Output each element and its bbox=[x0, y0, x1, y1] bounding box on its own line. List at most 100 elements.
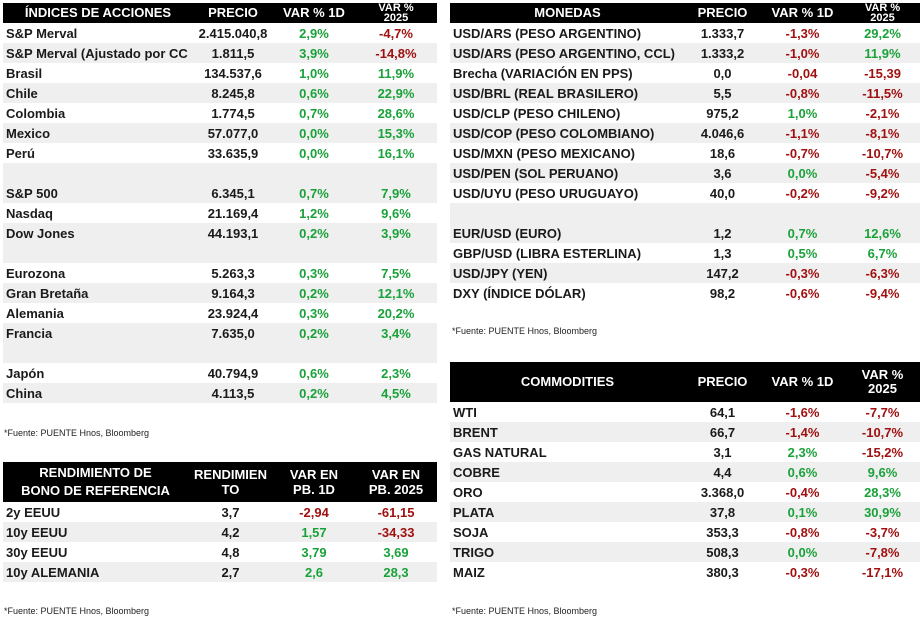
row-var-1d: 0,2% bbox=[299, 225, 329, 241]
row-var-1d: 0,3% bbox=[299, 265, 329, 281]
row-price: 9.164,3 bbox=[211, 285, 255, 301]
bonds-header-yield: RENDIMIEN TO bbox=[194, 467, 267, 497]
row-price: 4.113,5 bbox=[211, 385, 255, 401]
row-price: 3,1 bbox=[713, 444, 732, 460]
row-var-1d: -1,3% bbox=[785, 25, 820, 41]
row-var-1d: 0,7% bbox=[299, 185, 329, 201]
row-name: USD/COP (PESO COLOMBIANO) bbox=[453, 125, 655, 141]
row-price: 380,3 bbox=[706, 564, 739, 580]
table-row: GBP/USD (LIBRA ESTERLINA) 1,3 0,5% 6,7% bbox=[450, 243, 920, 263]
row-name: USD/UYU (PESO URUGUAYO) bbox=[453, 185, 639, 201]
bonds-header-d1: VAR EN PB. 1D bbox=[289, 467, 339, 497]
table-row: SOJA 353,3 -0,8% -3,7% bbox=[450, 522, 920, 542]
row-var-ytd: -34,33 bbox=[377, 524, 415, 540]
commodities-body: WTI 64,1 -1,6% -7,7% BRENT 66,7 -1,4% -10,7% GAS… bbox=[450, 402, 920, 582]
table-row: TRIGO 508,3 0,0% -7,8% bbox=[450, 542, 920, 562]
row-price: 57.077,0 bbox=[207, 125, 259, 141]
table-row: USD/COP (PESO COLOMBIANO) 4.046,6 -1,1% -8,… bbox=[450, 123, 920, 143]
row-var-1d: -1,1% bbox=[785, 125, 820, 141]
row-var-ytd: 12,1% bbox=[377, 285, 415, 301]
indices-header-name: ÍNDICES DE ACCIONES bbox=[24, 5, 172, 20]
row-price: 4,8 bbox=[221, 544, 240, 560]
table-row: BRENT 66,7 -1,4% -10,7% bbox=[450, 422, 920, 442]
table-row: GAS NATURAL 3,1 2,3% -15,2% bbox=[450, 442, 920, 462]
row-var-ytd: -3,7% bbox=[865, 524, 900, 540]
commodities-header-ytd: VAR % 2025 bbox=[861, 367, 904, 396]
row-name: S&P 500 bbox=[6, 185, 58, 201]
row-var-1d: -1,4% bbox=[785, 424, 820, 440]
row-var-1d: 0,0% bbox=[787, 544, 818, 560]
row-price: 4.046,6 bbox=[700, 125, 745, 141]
row-var-1d: 0,6% bbox=[299, 365, 329, 381]
row-price: 147,2 bbox=[706, 265, 739, 281]
row-var-1d: 2,3% bbox=[787, 444, 818, 460]
bonds-body: 2y EEUU 3,7 -2,94 -61,15 10y EEUU 4,2 1,57 -34,… bbox=[3, 502, 437, 582]
row-name: Dow Jones bbox=[6, 225, 75, 241]
row-var-ytd: 16,1% bbox=[377, 145, 415, 161]
row-name: Chile bbox=[6, 85, 38, 101]
row-name: PLATA bbox=[453, 504, 495, 520]
bonds-header-name: RENDIMIENTO DE BONO DE REFERENCIA bbox=[21, 465, 170, 498]
row-var-1d: -0,3% bbox=[785, 564, 820, 580]
row-var-1d: -1,6% bbox=[785, 404, 820, 420]
table-row: DXY (ÍNDICE DÓLAR) 98,2 -0,6% -9,4% bbox=[450, 283, 920, 303]
indices-header: ÍNDICES DE ACCIONES PRECIO VAR % 1D VAR … bbox=[3, 2, 437, 24]
row-name: USD/ARS (PESO ARGENTINO, CCL) bbox=[453, 45, 675, 61]
table-row: Eurozona 5.263,3 0,3% 7,5% bbox=[3, 263, 437, 283]
table-row: USD/ARS (PESO ARGENTINO) 1.333,7 -1,3% 29,2… bbox=[450, 23, 920, 43]
table-row: USD/UYU (PESO URUGUAYO) 40,0 -0,2% -9,2% bbox=[450, 183, 920, 203]
currencies-table: MONEDAS PRECIO VAR % 1D VAR % 2025 USD/A… bbox=[450, 3, 920, 303]
spacer-row bbox=[3, 243, 437, 263]
table-row: Mexico 57.077,0 0,0% 15,3% bbox=[3, 123, 437, 143]
row-var-ytd: 30,9% bbox=[864, 504, 901, 520]
row-price: 3,6 bbox=[713, 165, 732, 181]
table-row: USD/JPY (YEN) 147,2 -0,3% -6,3% bbox=[450, 263, 920, 283]
bonds-header: RENDIMIENTO DE BONO DE REFERENCIA RENDIM… bbox=[3, 462, 437, 502]
row-price: 975,2 bbox=[706, 105, 739, 121]
table-row: Francia 7.635,0 0,2% 3,4% bbox=[3, 323, 437, 343]
row-var-ytd: 2,3% bbox=[381, 365, 411, 381]
row-name: 2y EEUU bbox=[6, 504, 61, 520]
indices-body: S&P Merval 2.415.040,8 2,9% -4,7% S&P Merval… bbox=[3, 23, 437, 403]
row-var-ytd: 9,6% bbox=[381, 205, 411, 221]
row-price: 4,4 bbox=[713, 464, 732, 480]
table-row: 10y EEUU 4,2 1,57 -34,33 bbox=[3, 522, 437, 542]
row-var-ytd: -14,8% bbox=[375, 45, 417, 61]
row-name: Mexico bbox=[6, 125, 51, 141]
row-name: Brecha (VARIACIÓN EN PPS) bbox=[453, 65, 633, 81]
row-var-ytd: -8,1% bbox=[865, 125, 900, 141]
row-price: 1.333,7 bbox=[700, 25, 745, 41]
bonds-table: RENDIMIENTO DE BONO DE REFERENCIA RENDIM… bbox=[3, 462, 437, 582]
currencies-source-note: *Fuente: PUENTE Hnos, Bloomberg bbox=[452, 326, 598, 336]
row-price: 353,3 bbox=[706, 524, 739, 540]
row-var-ytd: 20,2% bbox=[377, 305, 415, 321]
row-var-ytd: -4,7% bbox=[379, 25, 413, 41]
row-price: 98,2 bbox=[709, 285, 736, 301]
row-var-1d: -0,8% bbox=[785, 524, 820, 540]
row-price: 3.368,0 bbox=[700, 484, 745, 500]
indices-header-d1: VAR % 1D bbox=[283, 5, 345, 20]
commodities-header-name: COMMODITIES bbox=[520, 374, 615, 389]
row-price: 4,2 bbox=[221, 524, 240, 540]
row-var-1d: 0,3% bbox=[299, 305, 329, 321]
row-var-1d: 0,2% bbox=[299, 385, 329, 401]
row-var-1d: 0,6% bbox=[787, 464, 818, 480]
row-name: USD/ARS (PESO ARGENTINO) bbox=[453, 25, 642, 41]
row-name: EUR/USD (EURO) bbox=[453, 225, 562, 241]
table-row: S&P Merval (Ajustado por CC 1.811,5 3,9% -1… bbox=[3, 43, 437, 63]
table-row: 30y EEUU 4,8 3,79 3,69 bbox=[3, 542, 437, 562]
row-name: TRIGO bbox=[453, 544, 495, 560]
commodities-table: COMMODITIES PRECIO VAR % 1D VAR % 2025 W… bbox=[450, 362, 920, 582]
row-price: 8.245,8 bbox=[211, 85, 255, 101]
row-price: 6.345,1 bbox=[211, 185, 255, 201]
indices-header-ytd: VAR % 2025 bbox=[378, 2, 414, 24]
row-var-ytd: -7,8% bbox=[865, 544, 900, 560]
currencies-header-d1: VAR % 1D bbox=[771, 5, 834, 20]
table-row: 10y ALEMANIA 2,7 2,6 28,3 bbox=[3, 562, 437, 582]
row-name: DXY (ÍNDICE DÓLAR) bbox=[453, 285, 586, 301]
row-var-1d: -1,0% bbox=[785, 45, 820, 61]
row-var-ytd: -17,1% bbox=[861, 564, 904, 580]
row-var-1d: -0,3% bbox=[785, 265, 820, 281]
commodities-source-note: *Fuente: PUENTE Hnos, Bloomberg bbox=[452, 606, 598, 616]
table-row: ORO 3.368,0 -0,4% 28,3% bbox=[450, 482, 920, 502]
